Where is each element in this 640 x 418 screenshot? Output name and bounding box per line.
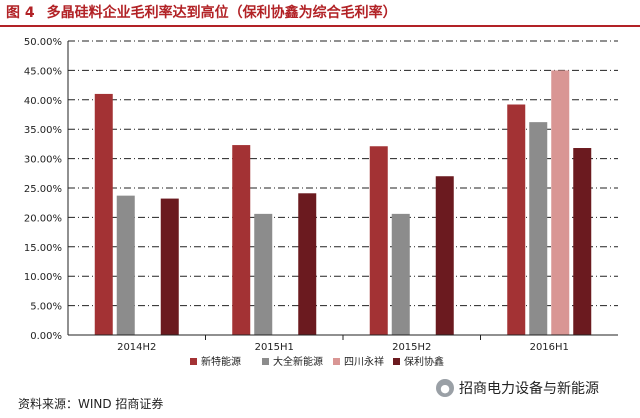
x-axis: 2014H2 2015H1 2015H2 2016H1	[68, 334, 618, 353]
bar	[573, 148, 592, 335]
bar	[232, 145, 251, 335]
y-tick-label: 5.00%	[30, 302, 62, 313]
y-tick-label: 40.00%	[24, 96, 62, 107]
bar-chart: 0.00% 5.00% 10.00% 15.00% 20.00% 25.00% 30.00%…	[24, 37, 618, 368]
bars	[94, 70, 592, 336]
bar	[369, 146, 388, 335]
gridlines	[68, 40, 618, 307]
bar	[298, 193, 317, 335]
bar	[435, 176, 454, 335]
bar	[507, 104, 526, 335]
wechat-icon: ●	[436, 379, 454, 397]
x-tick-label: 2015H1	[255, 342, 294, 353]
figure-header: 图 4 多晶硅料企业毛利率达到高位（保利协鑫为综合毛利率）	[0, 0, 640, 24]
legend-swatch	[190, 358, 197, 365]
y-tick-label: 45.00%	[24, 66, 62, 77]
legend-label: 新特能源	[201, 355, 241, 368]
bar	[94, 93, 113, 335]
y-tick-label: 10.00%	[24, 272, 62, 283]
legend: 新特能源 大全新能源 四川永祥 保利协鑫	[190, 355, 444, 368]
y-tick-label: 15.00%	[24, 243, 62, 254]
legend-label: 保利协鑫	[404, 355, 444, 368]
legend-swatch	[262, 358, 269, 365]
figure-title: 多晶硅料企业毛利率达到高位（保利协鑫为综合毛利率）	[46, 5, 397, 21]
bar	[551, 70, 570, 336]
y-tick-label: 50.00%	[24, 37, 62, 48]
bar	[254, 213, 273, 335]
legend-label: 四川永祥	[344, 355, 384, 368]
legend-swatch	[393, 358, 400, 365]
bar	[529, 122, 548, 335]
bar	[391, 213, 410, 335]
x-tick-label: 2014H2	[117, 342, 156, 353]
y-tick-label: 20.00%	[24, 213, 62, 224]
title-divider	[0, 25, 640, 27]
x-tick-label: 2015H2	[392, 342, 431, 353]
y-tick-label: 35.00%	[24, 125, 62, 136]
source-note: 资料来源：WIND 招商证券	[18, 397, 164, 411]
y-tick-label: 0.00%	[30, 331, 62, 342]
y-tick-label: 25.00%	[24, 184, 62, 195]
watermark: ● 招商电力设备与新能源	[436, 378, 599, 398]
y-axis: 0.00% 5.00% 10.00% 15.00% 20.00% 25.00% 30.00%…	[24, 37, 69, 342]
bar	[116, 195, 135, 335]
figure-number: 图 4	[6, 5, 35, 21]
x-tick-label: 2016H1	[530, 342, 569, 353]
watermark-text: 招商电力设备与新能源	[459, 381, 599, 397]
legend-label: 大全新能源	[273, 355, 323, 368]
bar	[160, 198, 179, 335]
legend-swatch	[333, 358, 340, 365]
y-tick-label: 30.00%	[24, 155, 62, 166]
